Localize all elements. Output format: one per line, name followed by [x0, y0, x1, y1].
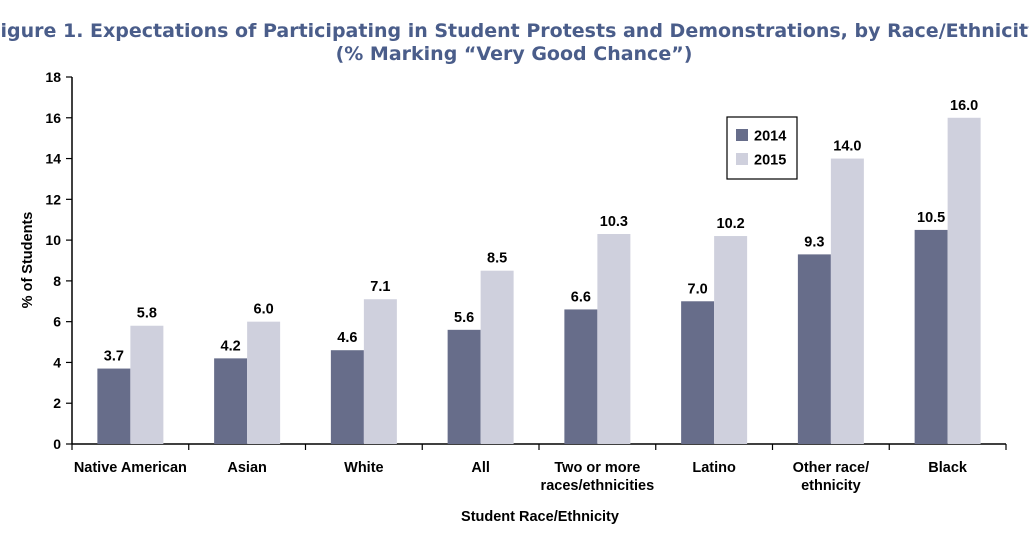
- bar-2014-0: [97, 368, 131, 444]
- value-label-2015-5: 10.2: [717, 216, 745, 232]
- x-tick-label: Latino: [692, 460, 736, 476]
- value-label-2014-6: 9.3: [804, 234, 824, 250]
- x-tick-label: Other race/: [793, 460, 870, 476]
- legend-label-2014: 2014: [754, 129, 786, 145]
- bar-2014-3: [447, 329, 481, 444]
- chart-subtitle: (% Marking “Very Good Chance”): [336, 43, 693, 65]
- value-label-2015-0: 5.8: [137, 306, 157, 322]
- y-tick-label: 2: [53, 395, 61, 411]
- value-label-2014-7: 10.5: [917, 210, 945, 226]
- bar-2014-5: [681, 301, 715, 444]
- y-tick-label: 10: [45, 232, 61, 248]
- value-label-2014-4: 6.6: [571, 289, 591, 305]
- x-tick-label: All: [471, 460, 490, 476]
- value-label-2015-1: 6.0: [254, 302, 274, 318]
- y-tick-label: 12: [45, 191, 61, 207]
- value-label-2015-4: 10.3: [600, 214, 628, 230]
- y-tick-label: 4: [53, 354, 61, 370]
- x-tick-label: Black: [928, 460, 968, 476]
- bar-2014-4: [564, 309, 598, 444]
- x-tick-label: ethnicity: [801, 478, 861, 494]
- value-label-2014-0: 3.7: [104, 349, 124, 365]
- bar-2015-4: [597, 233, 631, 444]
- y-tick-label: 16: [45, 110, 61, 126]
- x-tick-label: White: [344, 460, 383, 476]
- x-tick-label: Asian: [227, 460, 267, 476]
- x-tick-label: races/ethnicities: [541, 478, 655, 494]
- legend-box: [726, 116, 798, 180]
- y-tick-label: 6: [53, 314, 61, 330]
- x-tick-label: Two or more: [554, 460, 640, 476]
- bar-2015-5: [714, 236, 748, 444]
- legend-swatch-2014: [736, 129, 748, 141]
- bar-2014-6: [797, 254, 831, 444]
- value-label-2015-2: 7.1: [370, 279, 390, 295]
- value-label-2014-5: 7.0: [688, 281, 708, 297]
- plot-area: 0 2 4 6 8 10 12 14 16 18 3.7 5.8 Native American 4.2 6…: [45, 69, 1007, 494]
- y-axis-title: % of Students: [20, 212, 36, 309]
- bar-2015-3: [480, 270, 514, 444]
- legend: 2014 2015: [726, 116, 798, 180]
- value-label-2015-3: 8.5: [487, 251, 507, 267]
- bar-2015-6: [830, 158, 864, 445]
- y-tick-label: 18: [45, 69, 61, 85]
- chart-title: Figure 1. Expectations of Participating …: [0, 20, 1029, 42]
- value-label-2015-7: 16.0: [950, 98, 978, 114]
- y-tick-label: 8: [53, 273, 61, 289]
- legend-label-2015: 2015: [754, 153, 786, 169]
- bar-2015-2: [363, 299, 397, 444]
- y-tick-label: 14: [45, 151, 61, 167]
- bar-2015-7: [947, 117, 981, 445]
- value-label-2014-2: 4.6: [337, 330, 357, 346]
- x-tick-label: Native American: [74, 460, 187, 476]
- legend-swatch-2015: [736, 153, 748, 165]
- bar-2014-1: [214, 358, 248, 444]
- bar-2014-2: [330, 350, 364, 444]
- bar-2014-7: [914, 229, 948, 444]
- y-tick-label: 0: [53, 436, 61, 452]
- bar-2015-1: [247, 321, 281, 444]
- value-label-2014-3: 5.6: [454, 310, 474, 326]
- x-axis-title: Student Race/Ethnicity: [461, 509, 619, 525]
- value-label-2015-6: 14.0: [833, 139, 861, 155]
- value-label-2014-1: 4.2: [221, 338, 241, 354]
- bar-2015-0: [130, 325, 164, 444]
